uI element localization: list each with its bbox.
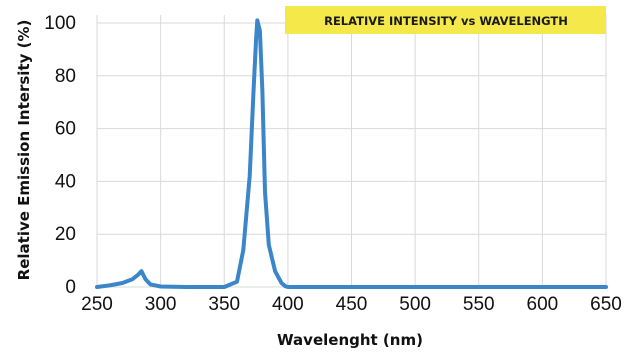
y-tick-label: 0 [65,277,76,298]
grid [96,15,607,288]
y-tick-label: 80 [55,66,76,87]
x-tick-label: 550 [463,294,495,315]
intensity-series-line [95,18,608,289]
x-tick-label: 500 [399,294,431,315]
x-tick-label: 600 [527,294,559,315]
x-tick-label: 650 [590,294,622,315]
y-tick-label: 40 [55,171,76,192]
y-tick-label: 100 [44,13,76,34]
series [95,18,608,289]
x-tick-label: 450 [336,294,368,315]
chart-title-background [285,6,606,34]
y-tick-label: 20 [55,224,76,245]
x-tick-label: 400 [272,294,304,315]
x-tick-label: 250 [81,294,113,315]
x-tick-label: 300 [145,294,177,315]
x-tick-label: 350 [208,294,240,315]
y-axis-title: Relative Emission Intersity (%) [15,20,33,281]
chart-title: RELATIVE INTENSITY vs WAVELENGTH [324,14,568,28]
y-tick-label: 60 [55,119,76,140]
x-axis-title: Wavelenght (nm) [277,331,423,349]
axis-ticks: 250 300 350 400 450 500 550 600 650 0 20 40 60 80 100 [44,13,622,315]
